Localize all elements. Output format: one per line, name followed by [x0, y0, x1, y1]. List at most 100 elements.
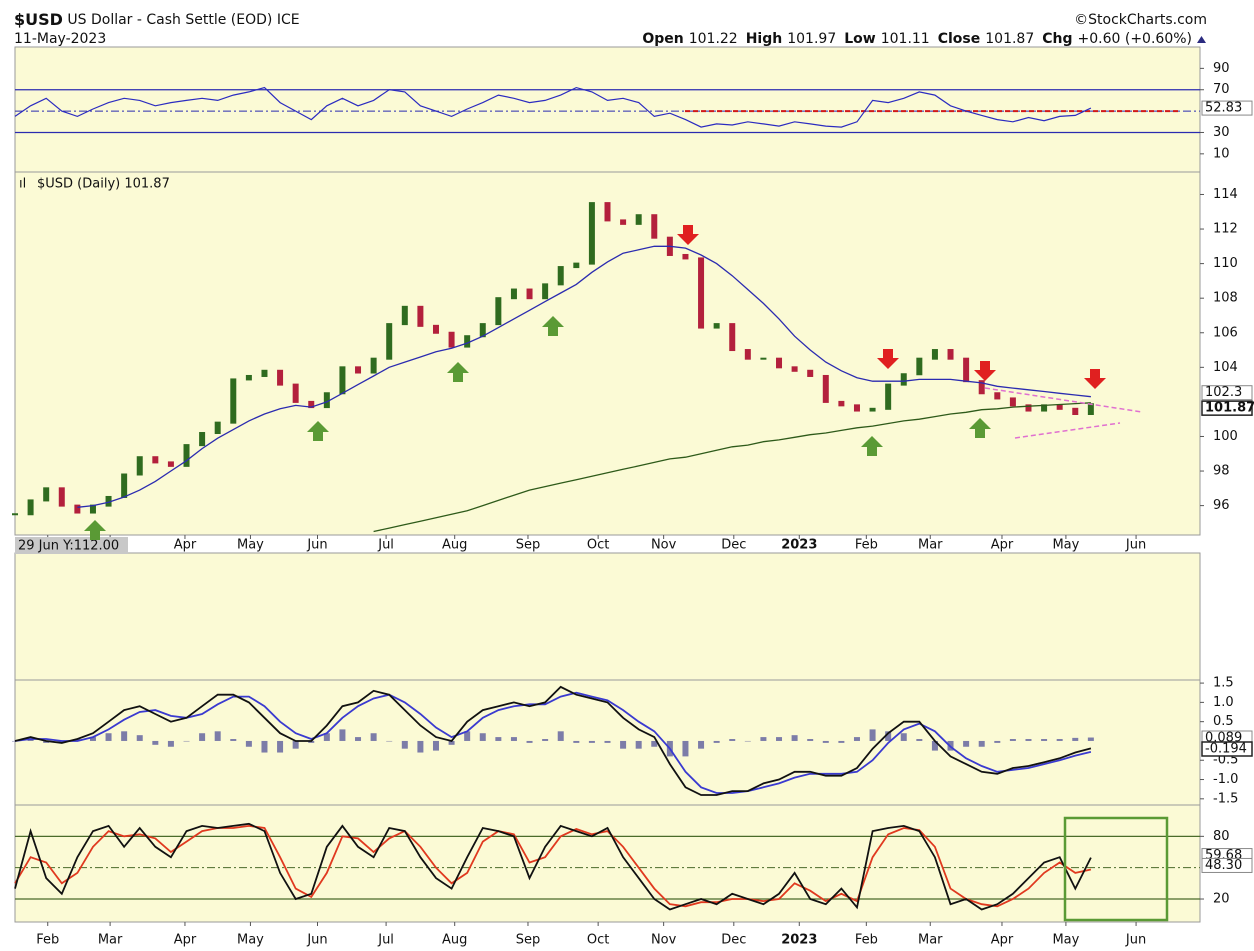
value-box — [1201, 385, 1253, 401]
quote-label: Chg — [1042, 31, 1072, 47]
value-label: 101.87 — [1205, 401, 1254, 416]
price-bar — [588, 202, 595, 265]
exchange: ICE — [277, 12, 300, 28]
y-tick-label: 100 — [1213, 429, 1238, 444]
y-tick-label: 80 — [1213, 829, 1230, 844]
x-tick-label: Dec — [721, 538, 746, 553]
histogram-bar — [58, 740, 65, 743]
histogram-bar — [214, 731, 221, 741]
title: $USD US Dollar - Cash Settle (EOD) ICE — [14, 10, 300, 29]
price-bar — [261, 369, 268, 377]
price-bar — [495, 297, 502, 326]
moving-average — [373, 402, 1091, 533]
price-bar — [994, 392, 1001, 400]
quote: Open 101.22 High 101.97 Low 101.11 Close 101.87… — [642, 31, 1192, 47]
price-bar — [526, 288, 533, 300]
price-bar — [448, 331, 455, 348]
name: US Dollar - Cash Settle (EOD) — [67, 12, 272, 28]
x-tick-label: Sep — [516, 538, 541, 553]
price-bar — [651, 214, 658, 239]
quote-value: 101.97 — [787, 31, 836, 47]
price-bar — [339, 366, 346, 395]
histogram-bar — [916, 739, 923, 741]
y-tick-label: 90 — [1213, 61, 1230, 76]
panel — [14, 46, 1201, 173]
price-bar — [417, 305, 424, 327]
histogram-bar — [729, 739, 736, 741]
trendline — [984, 387, 1143, 413]
histogram-bar — [635, 740, 642, 749]
histogram-bar — [339, 729, 346, 741]
price-bar — [432, 324, 439, 334]
x-tick-label: Jun — [306, 933, 327, 948]
histogram-bar — [261, 740, 268, 753]
histogram-bar — [744, 740, 751, 742]
price-bar — [604, 202, 611, 222]
x-tick-label: May — [237, 933, 264, 948]
price-bar — [947, 349, 954, 360]
histogram-bar — [822, 740, 829, 743]
panel — [14, 552, 1201, 681]
histogram-bar — [121, 731, 128, 741]
indicator-line — [14, 822, 1092, 911]
histogram-bar — [136, 735, 143, 741]
histogram-bar — [370, 733, 377, 741]
x-tick-label: Dec — [721, 933, 746, 948]
x-tick-label: Aug — [442, 538, 467, 553]
indicator-line — [14, 685, 1092, 796]
x-tick-label: Oct — [587, 538, 609, 553]
y-tick-label: 114 — [1213, 187, 1238, 202]
crosshair-box — [15, 537, 128, 554]
y-tick-label: 1.5 — [1213, 676, 1234, 691]
x-tick-label: Aug — [442, 933, 467, 948]
histogram-bar — [698, 740, 705, 749]
panel — [14, 804, 1201, 923]
histogram-bar — [432, 740, 439, 751]
histogram-bar — [448, 740, 455, 745]
price-bar — [791, 366, 798, 372]
price-bar — [479, 323, 486, 338]
x-tick-label: Apr — [991, 933, 1014, 948]
red-arrow — [877, 349, 899, 369]
price-bar — [1087, 403, 1094, 415]
histogram-bar — [682, 740, 689, 757]
histogram-bar — [183, 740, 190, 742]
x-tick-label: Feb — [855, 538, 878, 553]
histogram-bar — [1009, 739, 1016, 741]
x-tick-label: Jun — [306, 538, 327, 553]
x-tick-label: May — [237, 538, 264, 553]
histogram-bar — [853, 737, 860, 741]
histogram-bar — [1056, 739, 1063, 741]
y-tick-label: -1.5 — [1213, 791, 1238, 806]
highlight-box — [1063, 816, 1169, 922]
histogram-bar — [167, 740, 174, 747]
y-tick-label: 98 — [1213, 464, 1230, 479]
y-tick-label: -1.0 — [1213, 772, 1238, 787]
quote-label: Low — [844, 31, 876, 47]
x-tick-label: Mar — [918, 933, 943, 948]
histogram-bar — [510, 737, 517, 741]
y-tick-label: 112 — [1213, 222, 1238, 237]
price-bar — [698, 257, 705, 329]
price-bar — [1025, 404, 1032, 412]
histogram-bar — [1087, 737, 1094, 741]
histogram-bar — [479, 733, 486, 741]
price-bar — [1056, 404, 1063, 410]
histogram-bar — [807, 739, 814, 741]
green-arrow — [969, 418, 991, 438]
price-bar — [292, 383, 299, 403]
x-tick-label: Oct — [587, 933, 609, 948]
price-bar — [729, 323, 736, 352]
price-bar — [916, 357, 923, 376]
x-tick-label: Mar — [918, 538, 943, 553]
price-bar — [760, 357, 767, 360]
price-bar — [620, 219, 627, 225]
histogram-bar — [885, 731, 892, 741]
histogram-bar — [105, 733, 112, 741]
indicator-line — [14, 691, 1092, 794]
price-bar — [152, 456, 159, 464]
histogram-bar — [27, 739, 34, 741]
quote-label: Close — [938, 31, 981, 47]
value-label: 52.83 — [1205, 101, 1242, 116]
